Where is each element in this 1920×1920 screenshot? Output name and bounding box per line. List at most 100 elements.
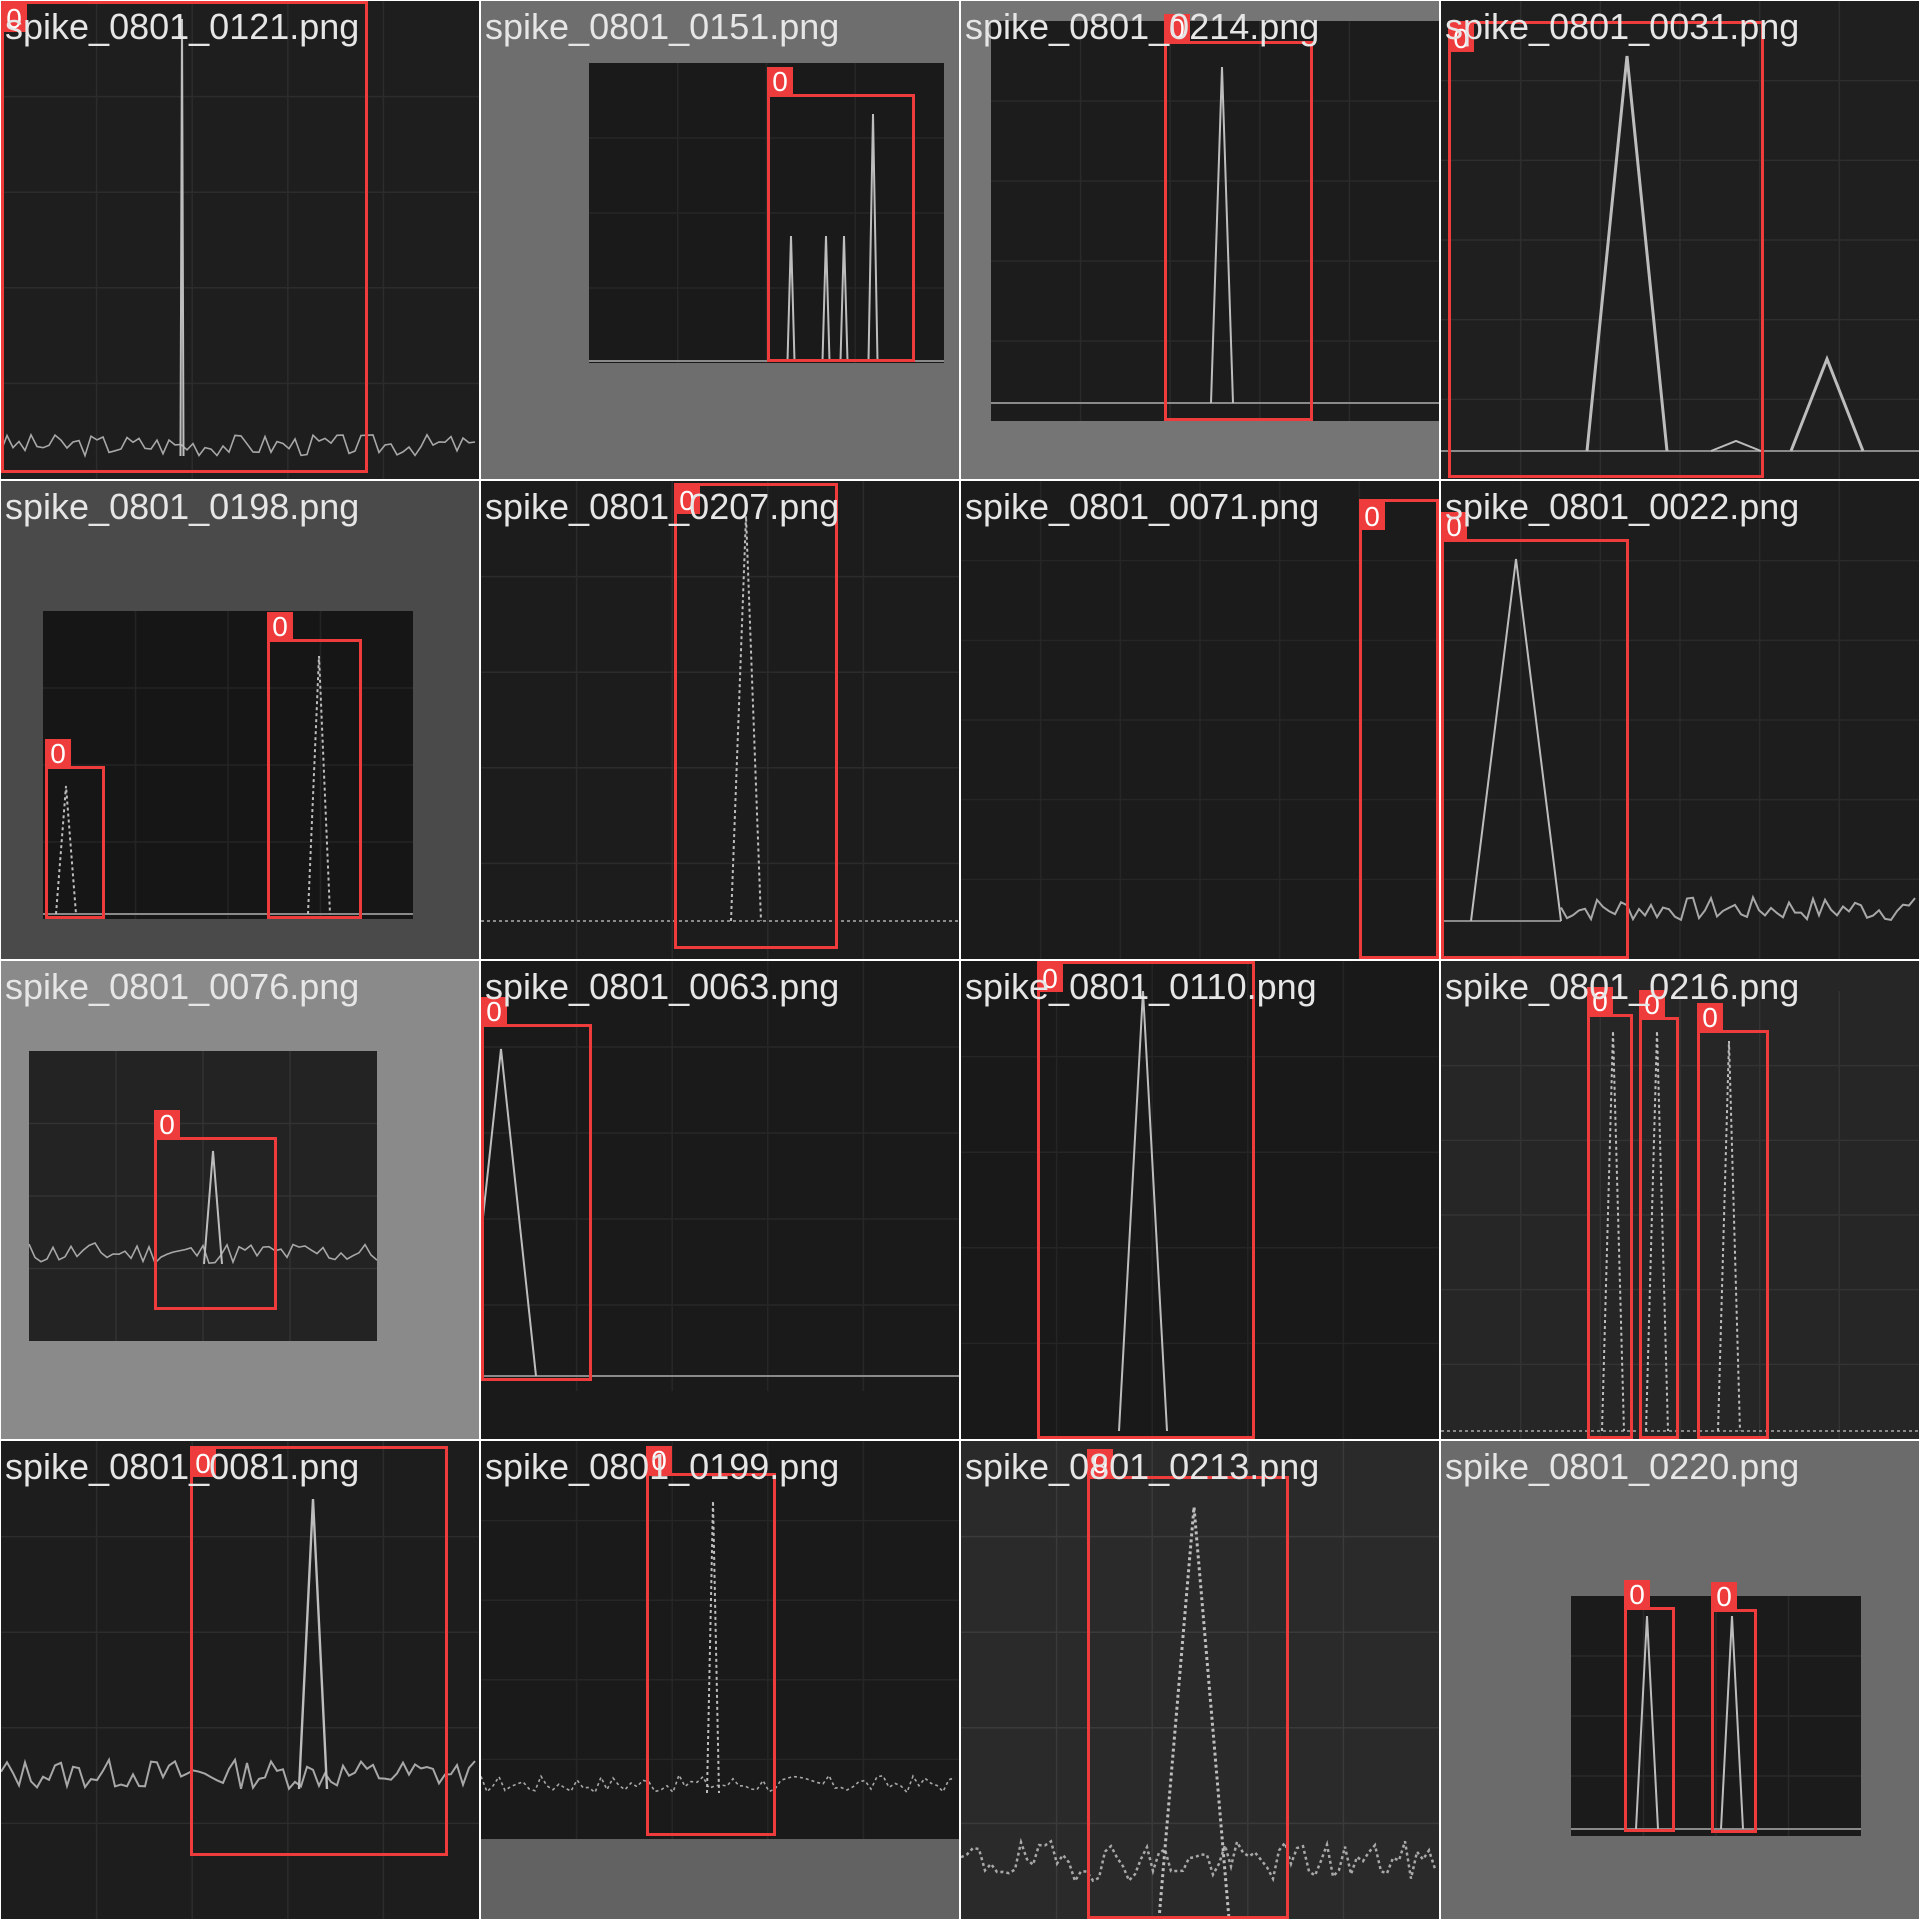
- tile-filename: spike_0801_0220.png: [1445, 1446, 1800, 1487]
- detection-tile: 0 spike_0801_0151.png: [481, 1, 959, 479]
- detection-box: 0: [1037, 961, 1255, 1439]
- spike-peak: [1717, 1040, 1741, 1432]
- detection-tile: 0 0 spike_0801_0198.png: [1, 481, 479, 959]
- detection-box: 0: [154, 1110, 277, 1310]
- spike-peak: [1601, 1030, 1625, 1432]
- detection-class-label: 0: [190, 1449, 216, 1479]
- spike-peak: [1118, 990, 1168, 1432]
- tile-filename: spike_0801_0031.png: [1445, 6, 1800, 47]
- detection-box: 0: [1359, 499, 1439, 959]
- detection-class-label: 0: [1448, 24, 1474, 54]
- spike-peak: [839, 235, 849, 362]
- spike-peak: [706, 1500, 720, 1794]
- tile-filename: spike_0801_0022.png: [1445, 486, 1800, 527]
- spike-peak: [1585, 55, 1669, 452]
- detection-box: 0: [1624, 1580, 1675, 1832]
- detection-box: 0: [646, 1446, 776, 1836]
- detection-class-label: 0: [481, 997, 507, 1027]
- detection-class-label: 0: [1441, 512, 1467, 542]
- detection-class-label: 0: [1087, 1449, 1113, 1479]
- tile-filename: spike_0801_0110.png: [965, 966, 1317, 1007]
- detection-tile: 0 spike_0801_0071.png: [961, 481, 1439, 959]
- detection-box: 0: [767, 67, 915, 362]
- detection-box: 0: [481, 997, 592, 1381]
- detection-class-label: 0: [1359, 502, 1385, 532]
- detection-tile: 0 0 spike_0801_0220.png: [1441, 1441, 1919, 1919]
- spike-plot: [1441, 991, 1919, 1439]
- spike-peak: [867, 113, 879, 362]
- spike-peak: [1635, 1615, 1659, 1830]
- spike-plot: [589, 63, 944, 363]
- tile-filename: spike_0801_0081.png: [5, 1446, 360, 1487]
- tile-filename: spike_0801_0214.png: [965, 6, 1320, 47]
- spike-peak: [1710, 439, 1762, 452]
- spike-peak: [297, 1498, 329, 1790]
- spike-peak: [1720, 1615, 1744, 1830]
- spike-plot: [961, 961, 1439, 1439]
- detection-tile: 0 spike_0801_0207.png: [481, 481, 959, 959]
- detection-box: 0: [1087, 1449, 1289, 1919]
- detection-class-label: 0: [1164, 14, 1190, 44]
- detection-box: 0: [1441, 512, 1629, 959]
- detection-class-label: 0: [45, 739, 71, 769]
- spike-peak: [1470, 558, 1562, 922]
- detection-tile: 0 spike_0801_0063.png: [481, 961, 959, 1439]
- detection-box: 0: [1639, 990, 1679, 1439]
- spike-peak: [55, 785, 77, 915]
- detection-class-label: 0: [646, 1446, 672, 1476]
- spike-plot: [961, 1441, 1439, 1919]
- detection-tile: 0 spike_0801_0110.png: [961, 961, 1439, 1439]
- detection-box: 0: [1448, 21, 1764, 478]
- spike-peak: [1645, 1030, 1669, 1432]
- tile-filename: spike_0801_0207.png: [485, 486, 840, 527]
- detection-box: 0: [267, 612, 362, 919]
- tile-filename: spike_0801_0151.png: [485, 6, 840, 47]
- detection-box: 0: [1711, 1582, 1757, 1833]
- spike-peak: [786, 235, 796, 362]
- spike-plot: [481, 481, 959, 959]
- detection-tile: 0 spike_0801_0076.png: [1, 961, 479, 1439]
- spike-plot: [1571, 1596, 1861, 1836]
- detection-class-label: 0: [1624, 1580, 1650, 1610]
- spike-peak: [203, 1150, 223, 1265]
- detection-box: 0: [190, 1446, 448, 1856]
- spike-plot: [1441, 1, 1919, 479]
- tile-filename: spike_0801_0213.png: [965, 1446, 1320, 1487]
- detection-tile: 0 spike_0801_0081.png: [1, 1441, 479, 1919]
- spike-plot: [991, 21, 1439, 421]
- tile-filename: spike_0801_0071.png: [965, 486, 1320, 527]
- tile-filename: spike_0801_0121.png: [5, 6, 360, 47]
- detection-box: 0: [1164, 14, 1313, 421]
- detection-class-label: 0: [1037, 964, 1063, 994]
- detection-class-label: 0: [267, 612, 293, 642]
- tile-filename: spike_0801_0198.png: [5, 486, 360, 527]
- spike-peak: [1789, 354, 1865, 452]
- spike-plot: [1441, 481, 1919, 959]
- tile-filename: spike_0801_0063.png: [485, 966, 840, 1007]
- detection-tile: 0 spike_0801_0022.png: [1441, 481, 1919, 959]
- spike-peak: [481, 1048, 537, 1377]
- detection-class-label: 0: [767, 67, 793, 97]
- detection-class-label: 0: [1587, 987, 1613, 1017]
- tile-filename: spike_0801_0076.png: [5, 966, 360, 1007]
- detection-tile: 0 spike_0801_0214.png: [961, 1, 1439, 479]
- detection-box: 0: [45, 739, 105, 919]
- detection-tile: 0 spike_0801_0213.png: [961, 1441, 1439, 1919]
- detection-box: 0: [1587, 987, 1633, 1439]
- detection-class-label: 0: [1639, 990, 1665, 1020]
- detection-class-label: 0: [1, 4, 27, 34]
- spike-plot: [481, 961, 959, 1391]
- detection-class-label: 0: [1697, 1003, 1723, 1033]
- spike-plot: [1, 1441, 479, 1919]
- spike-plot: [28, 1051, 378, 1341]
- detection-box: 0: [1, 1, 368, 473]
- detection-box: 0: [1697, 1003, 1769, 1439]
- detection-class-label: 0: [674, 486, 700, 516]
- tile-filename: spike_0801_0216.png: [1445, 966, 1800, 1007]
- spike-peak: [179, 18, 185, 457]
- detection-tile: 0 spike_0801_0121.png: [1, 1, 479, 479]
- detection-tile: 0 0 0 spike_0801_0216.png: [1441, 961, 1919, 1439]
- detection-box: 0: [674, 483, 838, 949]
- detection-tile: 0 spike_0801_0199.png: [481, 1441, 959, 1919]
